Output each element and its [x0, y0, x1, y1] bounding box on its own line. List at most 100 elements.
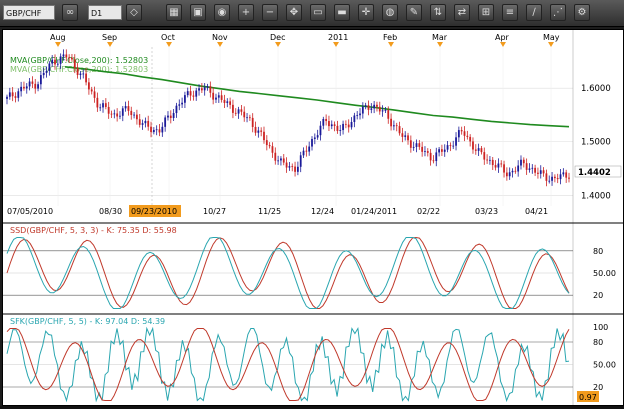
- candle-body: [537, 172, 539, 174]
- candle-body: [305, 150, 308, 152]
- ssd-legend: SSD(GBP/CHF, 5, 3, 3) - K: 75.35 D: 55.9…: [10, 226, 177, 235]
- candle-body: [31, 81, 34, 84]
- candle-body: [248, 117, 251, 119]
- candle-body: [342, 123, 344, 131]
- month-marker: [500, 42, 506, 47]
- symbol-select[interactable]: GBP/CHF: [3, 5, 55, 20]
- candle-body: [28, 81, 31, 87]
- camera-icon[interactable]: ◉: [214, 4, 230, 21]
- candle-body: [265, 140, 268, 146]
- candle-body: [505, 172, 508, 177]
- globe-icon[interactable]: ◍: [382, 4, 398, 21]
- candle-body: [435, 152, 438, 162]
- candle-body: [141, 123, 144, 125]
- candle-body: [469, 136, 472, 142]
- candle-body: [17, 91, 20, 98]
- osc-y-tick: 80: [593, 247, 603, 256]
- candle-body: [263, 131, 265, 141]
- candle-body: [525, 163, 528, 170]
- channel-icon[interactable]: ⋰: [550, 4, 566, 21]
- timeframe-select[interactable]: D1: [88, 5, 122, 20]
- gann-icon[interactable]: ∕: [526, 4, 542, 21]
- candle-body: [336, 125, 339, 131]
- candle-body: [562, 172, 565, 175]
- candle-body: [511, 170, 514, 173]
- cursor-icon[interactable]: ✥: [286, 4, 302, 21]
- chart-area[interactable]: MVA(GBP/CHF.Close,200): 1.52803 MVA(GBP/…: [2, 29, 624, 406]
- candle-body: [14, 96, 17, 98]
- candle-body: [494, 165, 497, 168]
- sfk-current-box: [577, 391, 599, 402]
- candle-body: [45, 70, 48, 73]
- osc-y-tick: 50.00: [593, 361, 616, 370]
- candle-body: [198, 88, 200, 91]
- candle-body: [274, 152, 277, 161]
- month-marker: [275, 42, 281, 47]
- month-marker: [55, 42, 61, 47]
- candle-body: [449, 145, 452, 146]
- levels-icon[interactable]: ≡: [502, 4, 518, 21]
- candle-body: [457, 130, 460, 138]
- crosshair-icon[interactable]: ✛: [358, 4, 374, 21]
- chart-type-icon[interactable]: ◇: [126, 4, 142, 21]
- current-price-label: 1.4402: [578, 168, 611, 178]
- settings-icon[interactable]: ⚙: [574, 4, 590, 21]
- candle-body: [56, 63, 59, 65]
- candle-body: [257, 130, 260, 133]
- grid-icon[interactable]: ▦: [166, 4, 182, 21]
- candle-body: [296, 166, 299, 172]
- candle-body: [73, 59, 76, 68]
- candle-body: [212, 92, 215, 100]
- candle-body: [39, 75, 42, 85]
- month-marker: [548, 42, 554, 47]
- link-icon[interactable]: ∞: [62, 4, 78, 21]
- candle-body: [308, 146, 311, 152]
- box-icon[interactable]: ▭: [310, 4, 326, 21]
- zoom-out-icon[interactable]: −: [262, 4, 278, 21]
- candle-body: [302, 150, 305, 156]
- candle-body: [299, 155, 302, 167]
- candle-body: [497, 163, 500, 168]
- refresh-icon[interactable]: ▣: [190, 4, 206, 21]
- price-y-tick: 1.5000: [581, 138, 611, 148]
- candle-body: [393, 125, 395, 127]
- candle-body: [356, 115, 359, 117]
- candle-body: [443, 149, 446, 152]
- candle-body: [203, 87, 206, 91]
- candle-body: [415, 143, 418, 147]
- lines-icon[interactable]: ⇄: [454, 4, 470, 21]
- comment-icon[interactable]: ▬: [334, 4, 350, 21]
- zoom-in-icon[interactable]: +: [238, 4, 254, 21]
- candle-body: [455, 137, 457, 146]
- pencil-icon[interactable]: ✎: [406, 4, 422, 21]
- candle-body: [136, 114, 138, 120]
- candle-body: [474, 149, 477, 151]
- ssd-k-line: [6, 236, 570, 309]
- candle-body: [424, 151, 426, 152]
- candle-body: [85, 73, 87, 83]
- candle-body: [463, 131, 466, 136]
- mva-legend-2: MVA(GBP/CHF.Close,200): 1.52803: [10, 65, 148, 74]
- candle-body: [107, 106, 110, 114]
- candle-body: [104, 103, 107, 107]
- candle-body: [200, 88, 203, 91]
- candle-body: [477, 148, 480, 151]
- fib-icon[interactable]: ⊞: [478, 4, 494, 21]
- candle-body: [90, 89, 93, 92]
- candle-body: [34, 83, 37, 89]
- month-label: Dec: [270, 33, 285, 42]
- candle-body: [8, 92, 11, 97]
- bar-icon[interactable]: ⇅: [430, 4, 446, 21]
- candle-body: [460, 130, 463, 132]
- candle-body: [288, 166, 291, 168]
- candle-body: [215, 97, 217, 100]
- candle-body: [361, 106, 364, 114]
- candle-body: [291, 166, 294, 167]
- candle-body: [294, 166, 296, 172]
- mva-legend-1: MVA(GBP/CHF.Close,200): 1.52803: [10, 56, 148, 65]
- candle-body: [539, 170, 542, 174]
- candle-body: [404, 135, 407, 137]
- candle-body: [124, 106, 127, 109]
- candle-body: [565, 172, 568, 178]
- month-label: May: [543, 33, 560, 42]
